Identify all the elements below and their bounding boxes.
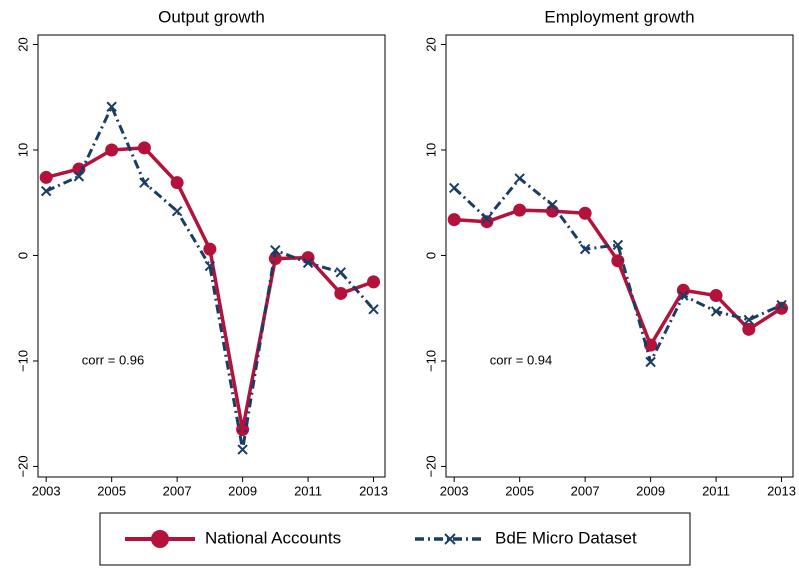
x-tick-label: 2011 bbox=[294, 483, 322, 498]
marker bbox=[302, 257, 314, 269]
marker bbox=[137, 141, 151, 155]
marker bbox=[203, 242, 217, 256]
marker bbox=[237, 444, 248, 455]
marker bbox=[170, 176, 184, 190]
y-tick-label: 20 bbox=[423, 37, 438, 51]
y-tick-label: −20 bbox=[423, 455, 438, 477]
marker bbox=[368, 304, 379, 315]
x-tick-label: 2003 bbox=[32, 483, 61, 498]
marker bbox=[204, 260, 216, 272]
annotation: corr = 0.94 bbox=[490, 352, 553, 367]
x-tick-label: 2013 bbox=[359, 483, 388, 498]
legend-label: National Accounts bbox=[205, 528, 341, 547]
y-tick-label: 0 bbox=[423, 252, 438, 259]
y-tick-label: 20 bbox=[15, 37, 30, 51]
x-tick-label: 2013 bbox=[767, 483, 796, 498]
marker bbox=[578, 206, 592, 220]
marker bbox=[709, 289, 723, 303]
marker bbox=[743, 314, 755, 326]
legend-box bbox=[99, 512, 691, 566]
chart-title: Output growth bbox=[158, 7, 265, 26]
y-tick-label: 10 bbox=[423, 143, 438, 157]
marker bbox=[105, 143, 119, 157]
y-tick-label: −10 bbox=[423, 350, 438, 372]
y-tick-label: 0 bbox=[15, 252, 30, 259]
marker bbox=[678, 290, 689, 301]
marker bbox=[513, 203, 527, 217]
marker bbox=[776, 299, 787, 311]
marker bbox=[106, 101, 117, 112]
marker bbox=[40, 185, 52, 197]
marker bbox=[367, 275, 381, 289]
marker bbox=[139, 177, 150, 188]
x-tick-label: 2005 bbox=[97, 483, 126, 498]
x-tick-label: 2009 bbox=[636, 483, 665, 498]
x-tick-label: 2011 bbox=[702, 483, 730, 498]
x-tick-label: 2003 bbox=[440, 483, 469, 498]
marker bbox=[448, 182, 460, 194]
marker bbox=[39, 170, 53, 184]
marker bbox=[73, 171, 85, 182]
annotation: corr = 0.96 bbox=[82, 352, 145, 367]
x-tick-label: 2007 bbox=[571, 483, 600, 498]
x-tick-label: 2007 bbox=[163, 483, 192, 498]
chart-title: Employment growth bbox=[544, 7, 694, 26]
series-line bbox=[45, 146, 375, 432]
legend-label: BdE Micro Dataset bbox=[495, 528, 637, 547]
marker bbox=[645, 356, 656, 368]
marker bbox=[335, 267, 347, 278]
marker bbox=[481, 213, 493, 224]
marker bbox=[742, 322, 756, 336]
marker bbox=[236, 423, 250, 437]
marker bbox=[447, 213, 461, 227]
series-line bbox=[454, 208, 783, 347]
x-tick-label: 2009 bbox=[228, 483, 257, 498]
marker bbox=[171, 205, 183, 217]
marker bbox=[480, 215, 494, 229]
marker bbox=[611, 254, 625, 268]
y-tick-label: 10 bbox=[15, 143, 30, 157]
marker bbox=[270, 244, 281, 256]
plot-frame bbox=[445, 34, 794, 478]
marker bbox=[644, 338, 658, 352]
legend-marker bbox=[151, 530, 169, 548]
legend-marker bbox=[444, 533, 456, 545]
plot-frame bbox=[37, 34, 386, 478]
marker bbox=[612, 239, 624, 251]
y-tick-label: −10 bbox=[15, 350, 30, 372]
marker bbox=[775, 301, 789, 315]
marker bbox=[579, 243, 591, 255]
y-tick-label: −20 bbox=[15, 455, 30, 477]
marker bbox=[334, 286, 348, 300]
series-line bbox=[453, 176, 783, 364]
marker bbox=[514, 173, 525, 184]
marker bbox=[710, 306, 722, 317]
marker bbox=[547, 199, 558, 211]
x-tick-label: 2005 bbox=[505, 483, 534, 498]
